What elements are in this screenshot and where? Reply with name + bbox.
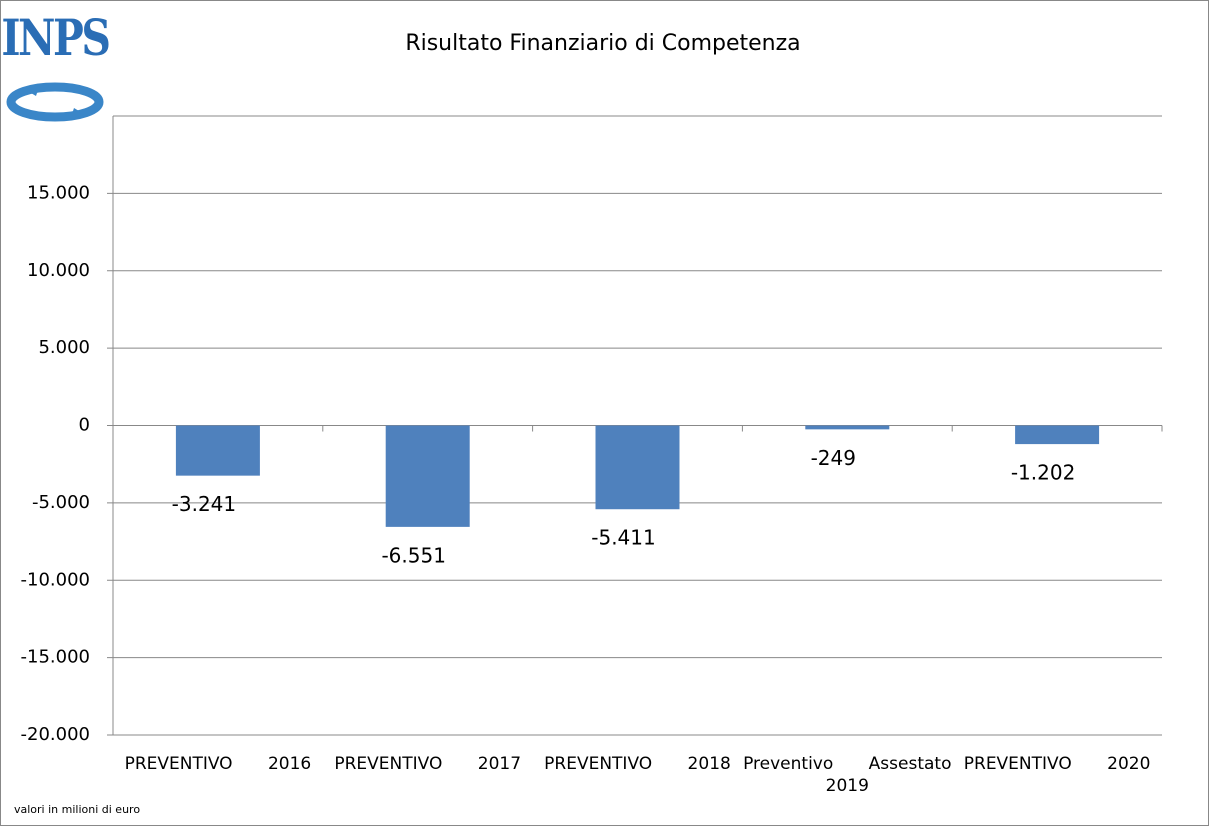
x-tick-label: PREVENTIVO 2016 [124, 754, 312, 774]
footnote: valori in milioni di euro [14, 803, 141, 816]
y-tick-label: 5.000 [38, 337, 90, 358]
data-label: -6.551 [381, 543, 445, 567]
logo-arrow [70, 108, 84, 120]
y-tick-label: 0 [79, 415, 90, 436]
bar [175, 425, 260, 476]
y-tick-label: -20.000 [21, 724, 90, 745]
data-label: -5.411 [591, 526, 655, 550]
data-label: -249 [811, 446, 856, 470]
x-tick-label: PREVENTIVO 2020 [963, 754, 1151, 774]
bar [1015, 425, 1100, 445]
y-tick-label: 15.000 [27, 182, 90, 203]
data-label: -1.202 [1011, 461, 1075, 485]
y-tick-label: -10.000 [21, 569, 90, 590]
data-label: -3.241 [172, 492, 236, 516]
logo-text: INPS [1, 8, 109, 67]
x-tick-label: Preventivo Assestato 2019 [743, 754, 952, 796]
bar [385, 425, 470, 527]
bar [595, 425, 680, 510]
bar [805, 425, 890, 430]
logo: INPS [1, 8, 112, 122]
x-tick-label: PREVENTIVO 2018 [544, 754, 731, 774]
logo-arrow [26, 84, 40, 96]
logo-swirl [6, 82, 104, 122]
y-tick-label: -15.000 [21, 647, 90, 668]
x-tick-label: PREVENTIVO 2017 [334, 754, 522, 774]
y-tick-label: 10.000 [27, 260, 90, 281]
chart-title: Risultato Finanziario di Competenza [405, 31, 800, 56]
y-tick-label: -5.000 [32, 492, 90, 513]
